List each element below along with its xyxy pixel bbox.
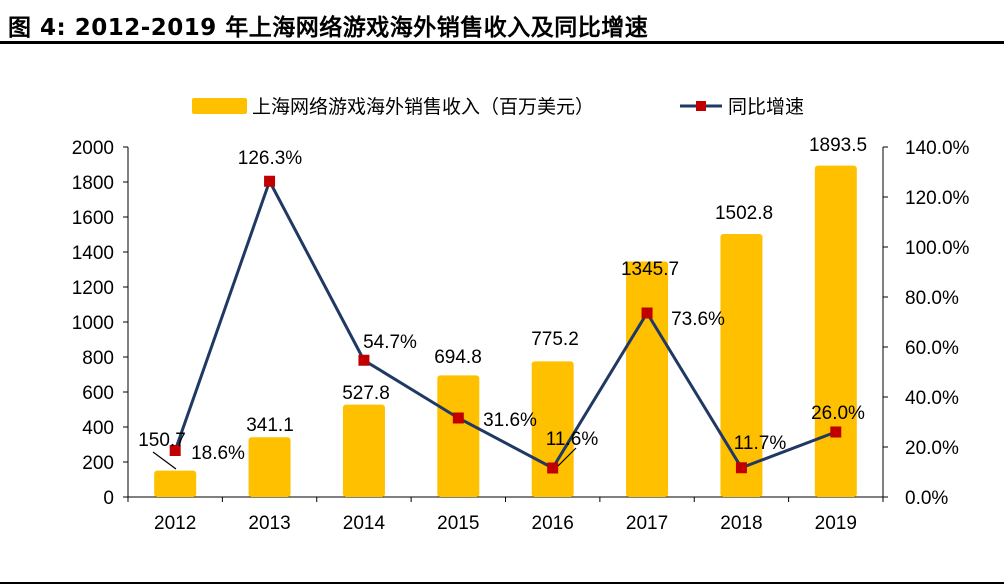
growth-line <box>173 177 837 470</box>
legend: 上海网络游戏海外销售收入（百万美元） 同比增速 <box>192 96 804 118</box>
x-tick-label: 2018 <box>720 513 762 534</box>
marker-2016 <box>547 462 559 474</box>
bar-data-label: 775.2 <box>531 329 579 350</box>
bar-data-label: 1893.5 <box>809 135 867 156</box>
bar-2014 <box>342 404 385 497</box>
legend-line-label: 同比增速 <box>728 96 804 118</box>
bar-data-label: 341.1 <box>246 415 294 436</box>
growth-data-label: 73.6% <box>671 309 725 330</box>
left-tick-label: 1600 <box>72 208 114 229</box>
growth-data-label: 11.7% <box>734 433 787 454</box>
bar-2018 <box>720 234 763 497</box>
bottom-rule <box>0 582 1004 584</box>
bar-data-label: 527.8 <box>342 383 390 404</box>
legend-line-marker <box>696 101 706 111</box>
right-tick-label: 80.0% <box>905 288 959 309</box>
bar-data-label: 694.8 <box>434 347 482 368</box>
legend-bar-swatch <box>192 98 247 114</box>
right-tick-label: 120.0% <box>905 188 970 209</box>
growth-data-label: 11.6% <box>546 429 599 450</box>
left-tick-label: 0 <box>103 488 114 509</box>
marker-2013 <box>264 175 276 187</box>
legend-bar-label: 上海网络游戏海外销售收入（百万美元） <box>252 96 594 118</box>
bar-2015 <box>437 375 480 497</box>
marker-2017 <box>641 307 653 319</box>
growth-data-label: 126.3% <box>238 148 303 169</box>
bar-2019 <box>814 165 857 497</box>
x-tick-label: 2017 <box>626 513 668 534</box>
bar-data-label: 1345.7 <box>621 259 679 280</box>
right-tick-label: 0.0% <box>905 488 948 509</box>
left-tick-label: 1000 <box>72 313 114 334</box>
left-tick-label: 2000 <box>72 138 114 159</box>
bar-2013 <box>248 437 291 497</box>
marker-2014 <box>358 354 370 366</box>
left-tick-label: 400 <box>82 418 114 439</box>
bar-data-label: 150.7 <box>138 430 186 451</box>
bar-2017 <box>626 261 669 497</box>
bar-data-label: 1502.8 <box>715 203 773 224</box>
right-tick-label: 20.0% <box>905 438 959 459</box>
marker-2015 <box>452 412 464 424</box>
leader-line <box>152 451 177 470</box>
left-tick-label: 1200 <box>72 278 114 299</box>
right-tick-label: 100.0% <box>905 238 970 259</box>
growth-data-label: 54.7% <box>363 332 417 353</box>
growth-data-label: 31.6% <box>483 410 537 431</box>
x-tick-label: 2019 <box>815 513 857 534</box>
right-tick-label: 40.0% <box>905 388 959 409</box>
growth-data-label: 26.0% <box>811 403 865 424</box>
x-tick-label: 2012 <box>154 513 196 534</box>
title-rule <box>0 41 1004 44</box>
right-tick-label: 140.0% <box>905 138 970 159</box>
bar-2012 <box>154 470 197 497</box>
left-tick-label: 600 <box>82 383 114 404</box>
left-tick-label: 1800 <box>72 173 114 194</box>
marker-2012 <box>169 445 181 456</box>
x-tick-label: 2015 <box>437 513 479 534</box>
x-tick-label: 2013 <box>248 513 290 534</box>
x-tick-label: 2016 <box>532 513 574 534</box>
marker-2018 <box>735 462 747 474</box>
x-tick-label: 2014 <box>343 513 386 534</box>
growth-data-label: 18.6% <box>191 443 245 464</box>
left-tick-label: 800 <box>82 348 114 369</box>
leader-line <box>557 447 577 467</box>
left-tick-label: 1400 <box>72 243 114 264</box>
figure-title: 图 4: 2012-2019 年上海网络游戏海外销售收入及同比增速 <box>8 15 649 41</box>
left-tick-label: 200 <box>82 453 114 474</box>
marker-2019 <box>830 426 842 438</box>
right-tick-label: 60.0% <box>905 338 959 359</box>
